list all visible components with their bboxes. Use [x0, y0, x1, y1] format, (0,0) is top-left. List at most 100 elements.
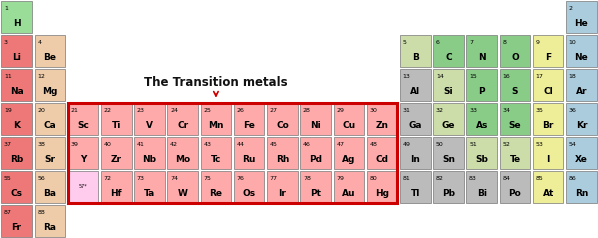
FancyBboxPatch shape [35, 205, 65, 237]
FancyBboxPatch shape [533, 35, 563, 67]
Text: 81: 81 [402, 176, 410, 181]
Text: Te: Te [509, 155, 520, 164]
FancyBboxPatch shape [566, 103, 597, 135]
Text: 20: 20 [37, 108, 45, 113]
Text: 72: 72 [103, 176, 112, 181]
FancyBboxPatch shape [400, 137, 431, 169]
Text: Ca: Ca [44, 121, 56, 130]
FancyBboxPatch shape [201, 171, 231, 203]
Text: 88: 88 [37, 210, 45, 215]
Text: 32: 32 [436, 108, 444, 113]
FancyBboxPatch shape [134, 103, 165, 135]
Text: 11: 11 [4, 74, 12, 79]
Text: Sr: Sr [44, 155, 56, 164]
Text: Br: Br [542, 121, 554, 130]
Text: 74: 74 [170, 176, 178, 181]
Text: Fr: Fr [11, 223, 22, 232]
FancyBboxPatch shape [500, 137, 530, 169]
FancyBboxPatch shape [300, 137, 331, 169]
Text: 51: 51 [469, 142, 477, 147]
Text: Co: Co [276, 121, 289, 130]
Text: Zr: Zr [111, 155, 122, 164]
Text: 7: 7 [469, 40, 473, 45]
FancyBboxPatch shape [1, 103, 32, 135]
Text: Ti: Ti [112, 121, 121, 130]
FancyBboxPatch shape [134, 171, 165, 203]
FancyBboxPatch shape [101, 103, 132, 135]
Text: Kr: Kr [576, 121, 587, 130]
FancyBboxPatch shape [167, 137, 198, 169]
FancyBboxPatch shape [466, 171, 497, 203]
FancyBboxPatch shape [267, 171, 298, 203]
Text: Mo: Mo [175, 155, 190, 164]
Text: Ra: Ra [43, 223, 56, 232]
Text: 38: 38 [37, 142, 45, 147]
FancyBboxPatch shape [500, 69, 530, 101]
FancyBboxPatch shape [68, 103, 98, 135]
Text: Pb: Pb [442, 189, 455, 198]
FancyBboxPatch shape [201, 103, 231, 135]
FancyBboxPatch shape [1, 1, 32, 33]
Text: Mn: Mn [208, 121, 224, 130]
FancyBboxPatch shape [167, 103, 198, 135]
Text: Cs: Cs [11, 189, 23, 198]
Text: 25: 25 [203, 108, 211, 113]
FancyBboxPatch shape [367, 171, 397, 203]
Text: Au: Au [342, 189, 356, 198]
Text: C: C [445, 53, 452, 62]
FancyBboxPatch shape [134, 137, 165, 169]
FancyBboxPatch shape [400, 69, 431, 101]
Text: Pt: Pt [310, 189, 321, 198]
FancyBboxPatch shape [35, 35, 65, 67]
Text: 14: 14 [436, 74, 444, 79]
FancyBboxPatch shape [334, 137, 364, 169]
Text: Ni: Ni [310, 121, 321, 130]
Text: Sb: Sb [475, 155, 488, 164]
Text: 80: 80 [370, 176, 377, 181]
Text: Tc: Tc [210, 155, 221, 164]
Text: 24: 24 [170, 108, 178, 113]
Text: 1: 1 [4, 6, 8, 11]
Text: 5: 5 [402, 40, 407, 45]
Text: 43: 43 [203, 142, 211, 147]
Text: W: W [178, 189, 188, 198]
FancyBboxPatch shape [500, 103, 530, 135]
Text: Pd: Pd [309, 155, 322, 164]
Text: 47: 47 [336, 142, 344, 147]
Text: 22: 22 [103, 108, 112, 113]
Text: 31: 31 [402, 108, 411, 113]
Text: Re: Re [209, 189, 222, 198]
FancyBboxPatch shape [68, 137, 98, 169]
Text: 13: 13 [402, 74, 411, 79]
Text: 57*: 57* [79, 184, 87, 189]
FancyBboxPatch shape [334, 171, 364, 203]
FancyBboxPatch shape [35, 171, 65, 203]
Text: H: H [13, 19, 20, 28]
FancyBboxPatch shape [466, 69, 497, 101]
Text: Xe: Xe [575, 155, 588, 164]
Text: Tl: Tl [411, 189, 420, 198]
Text: 85: 85 [536, 176, 544, 181]
FancyBboxPatch shape [433, 171, 464, 203]
Text: 75: 75 [203, 176, 211, 181]
Text: Hf: Hf [111, 189, 122, 198]
Text: Ne: Ne [575, 53, 588, 62]
FancyBboxPatch shape [300, 171, 331, 203]
Text: 82: 82 [436, 176, 444, 181]
Text: 34: 34 [502, 108, 510, 113]
FancyBboxPatch shape [400, 171, 431, 203]
FancyBboxPatch shape [433, 69, 464, 101]
Text: 12: 12 [37, 74, 45, 79]
Text: Mg: Mg [42, 87, 57, 96]
Text: V: V [146, 121, 153, 130]
Text: Na: Na [10, 87, 23, 96]
FancyBboxPatch shape [267, 103, 298, 135]
Text: 18: 18 [569, 74, 576, 79]
FancyBboxPatch shape [533, 171, 563, 203]
Text: Se: Se [509, 121, 521, 130]
Text: I: I [547, 155, 550, 164]
Text: Cu: Cu [342, 121, 355, 130]
Text: 19: 19 [4, 108, 12, 113]
Text: 2: 2 [569, 6, 573, 11]
Text: He: He [575, 19, 588, 28]
